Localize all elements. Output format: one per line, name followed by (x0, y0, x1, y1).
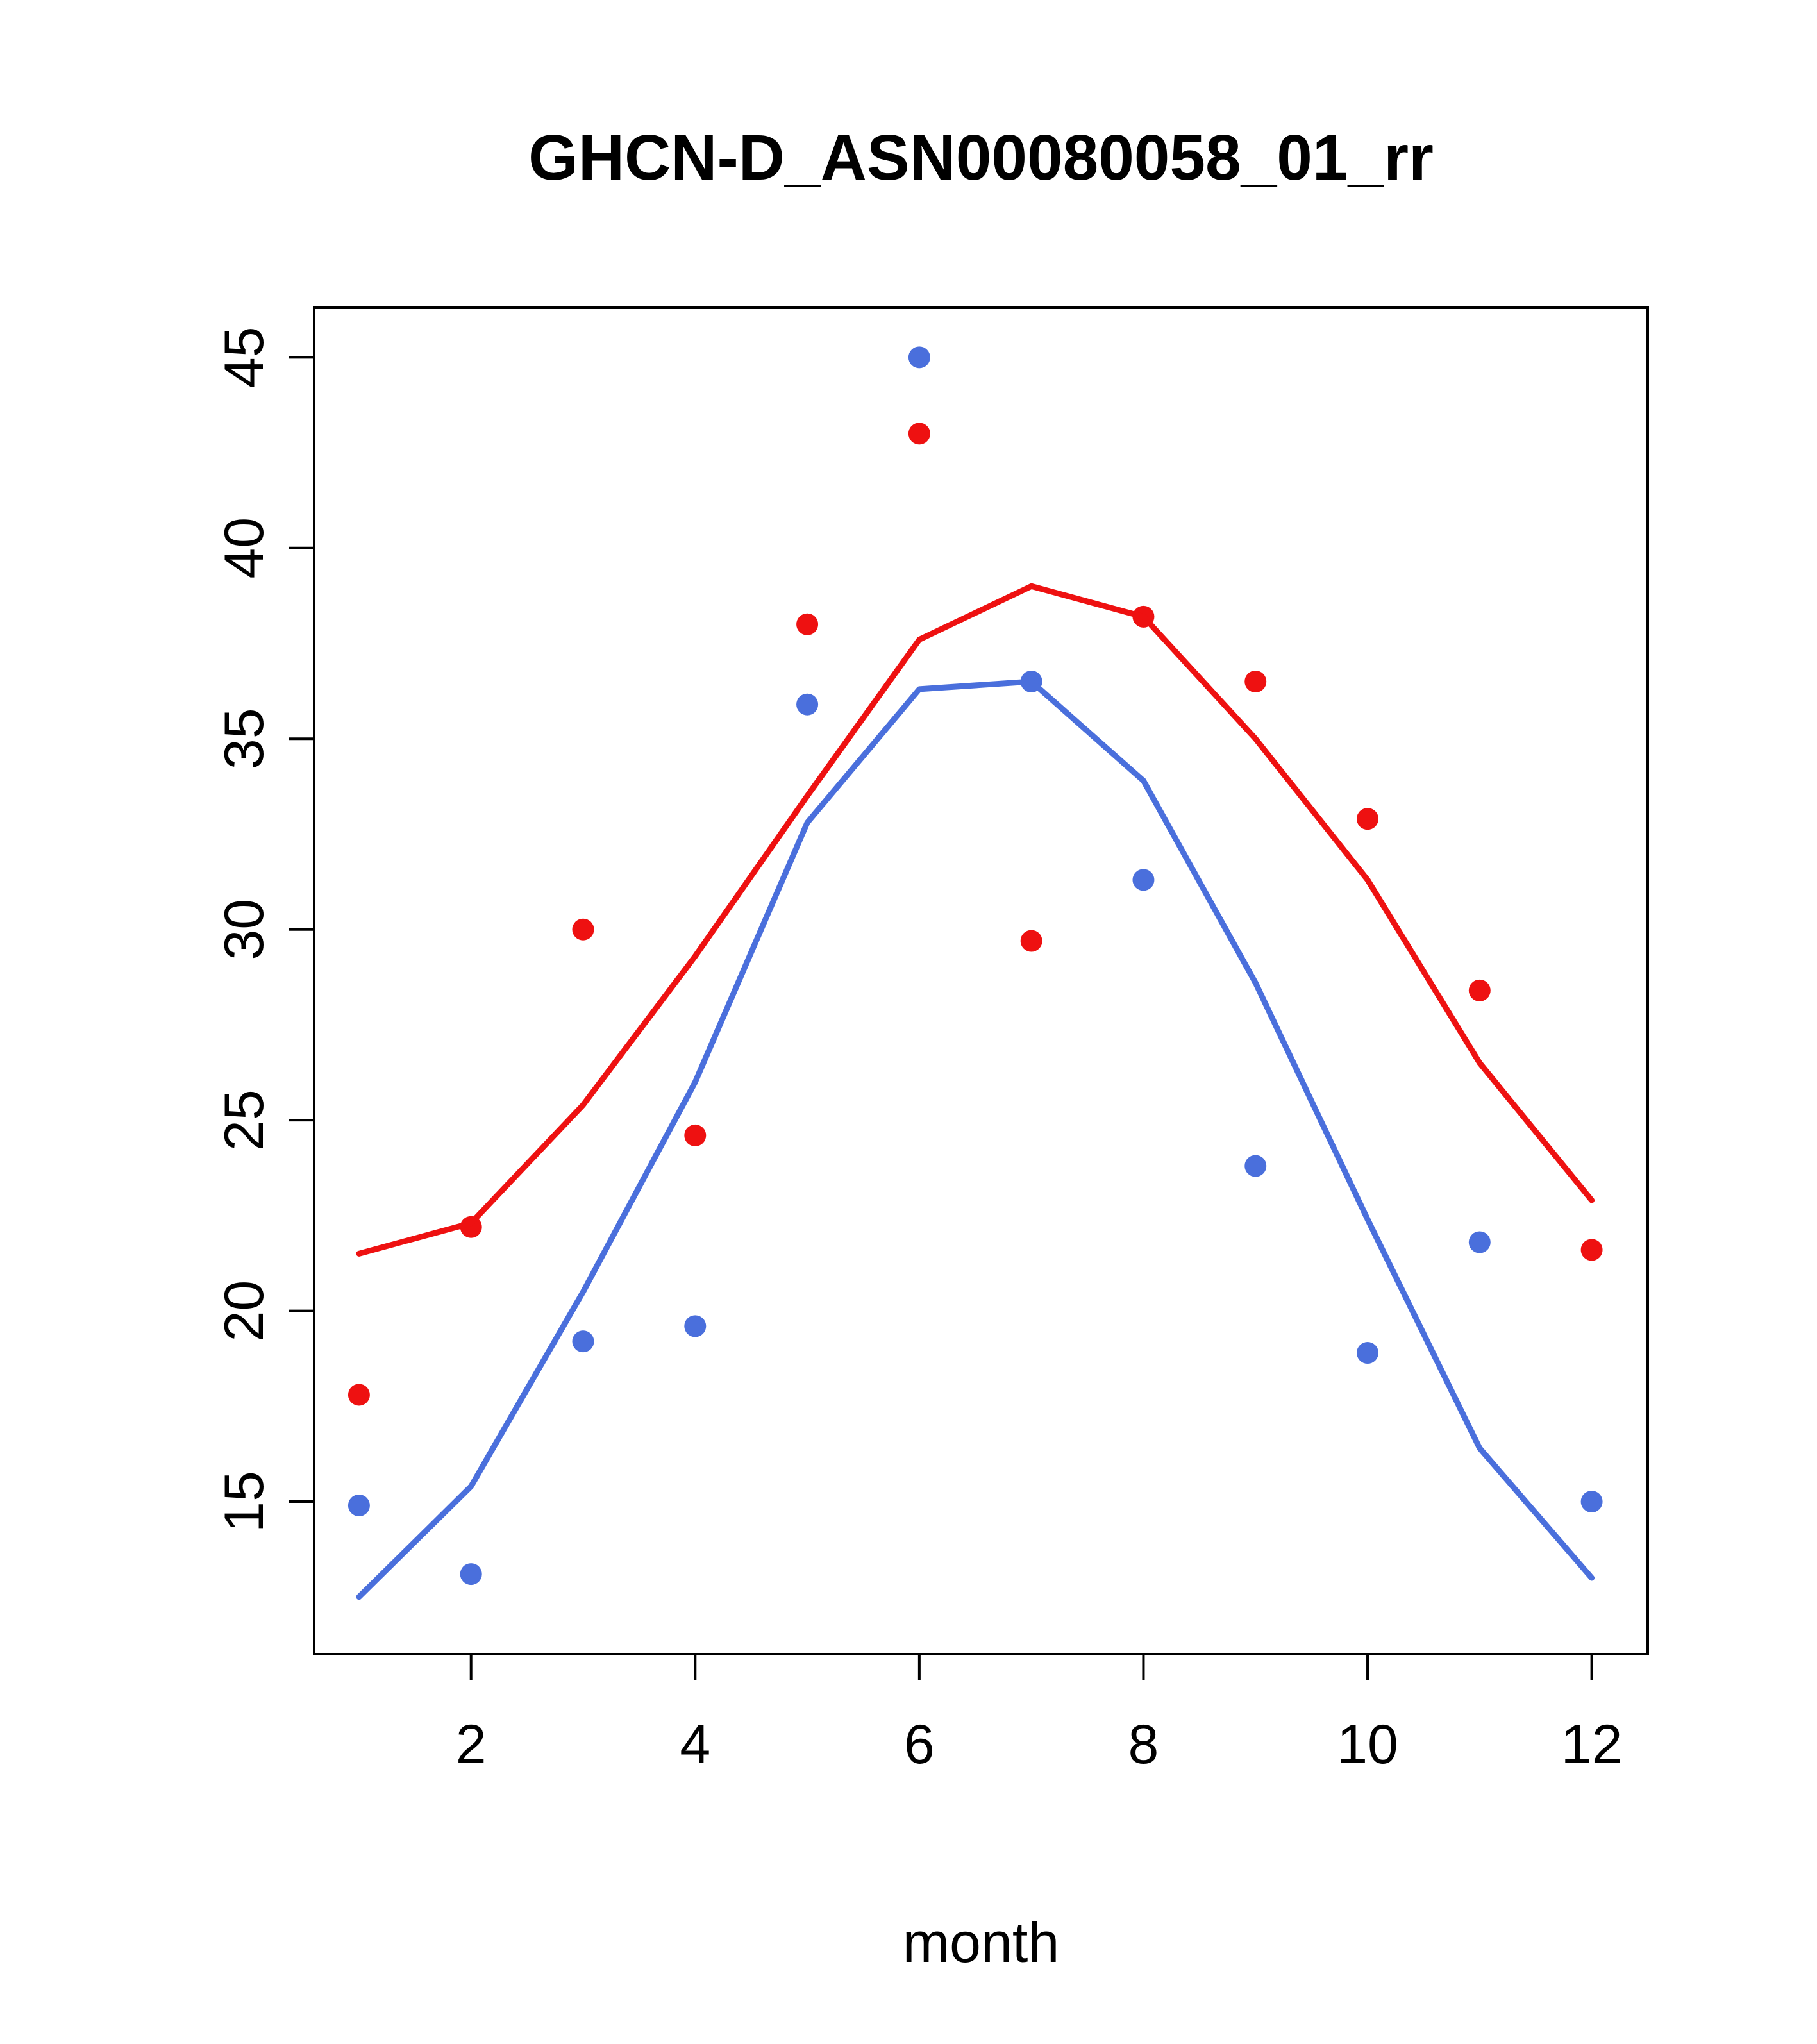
red-points-point (1244, 671, 1267, 693)
x-tick-label: 8 (1128, 1714, 1159, 1775)
x-axis-label: month (903, 1911, 1060, 1974)
blue-points-point (684, 1315, 707, 1337)
blue-points-point (460, 1563, 482, 1586)
x-axis: 2 4 6 8 10 12 (456, 1654, 1623, 1775)
red-points-point (796, 613, 819, 635)
x-tick-label: 4 (680, 1714, 710, 1775)
y-tick-label: 15 (214, 1471, 275, 1532)
y-tick-label: 45 (214, 327, 275, 389)
blue-points-point (1357, 1342, 1379, 1364)
blue-points-point (347, 1494, 370, 1516)
y-tick-label: 20 (214, 1280, 275, 1342)
red-points-point (1020, 930, 1042, 952)
blue-points-point (1132, 869, 1155, 891)
x-tick-label: 2 (456, 1714, 487, 1775)
chart-title: GHCN-D_ASN00080058_01_rr (528, 122, 1434, 194)
blue-points-point (908, 346, 930, 369)
red-line (356, 583, 1595, 1257)
x-tick-label: 10 (1337, 1714, 1398, 1775)
x-tick-label: 12 (1561, 1714, 1623, 1775)
blue-line (356, 678, 1595, 1600)
blue-points-point (1580, 1491, 1603, 1513)
blue-points-point (572, 1330, 594, 1353)
blue-points-point (1244, 1155, 1267, 1177)
red-points-point (347, 1384, 370, 1406)
red-points-point (1357, 808, 1379, 830)
blue-points-point (796, 693, 819, 716)
red-points-point (1468, 979, 1491, 1001)
red-points-point (572, 918, 594, 941)
y-axis: 15 20 25 30 35 40 45 (214, 327, 314, 1532)
red-points-point (1580, 1239, 1603, 1261)
y-tick-label: 30 (214, 899, 275, 960)
red-points-point (684, 1124, 707, 1146)
y-tick-label: 40 (214, 517, 275, 579)
y-tick-label: 35 (214, 708, 275, 769)
plot-area-border (313, 306, 1649, 1655)
blue-points-point (1468, 1231, 1491, 1253)
series-layer (347, 346, 1603, 1600)
y-tick-label: 25 (214, 1089, 275, 1151)
red-points-point (908, 423, 930, 445)
x-tick-label: 6 (904, 1714, 935, 1775)
